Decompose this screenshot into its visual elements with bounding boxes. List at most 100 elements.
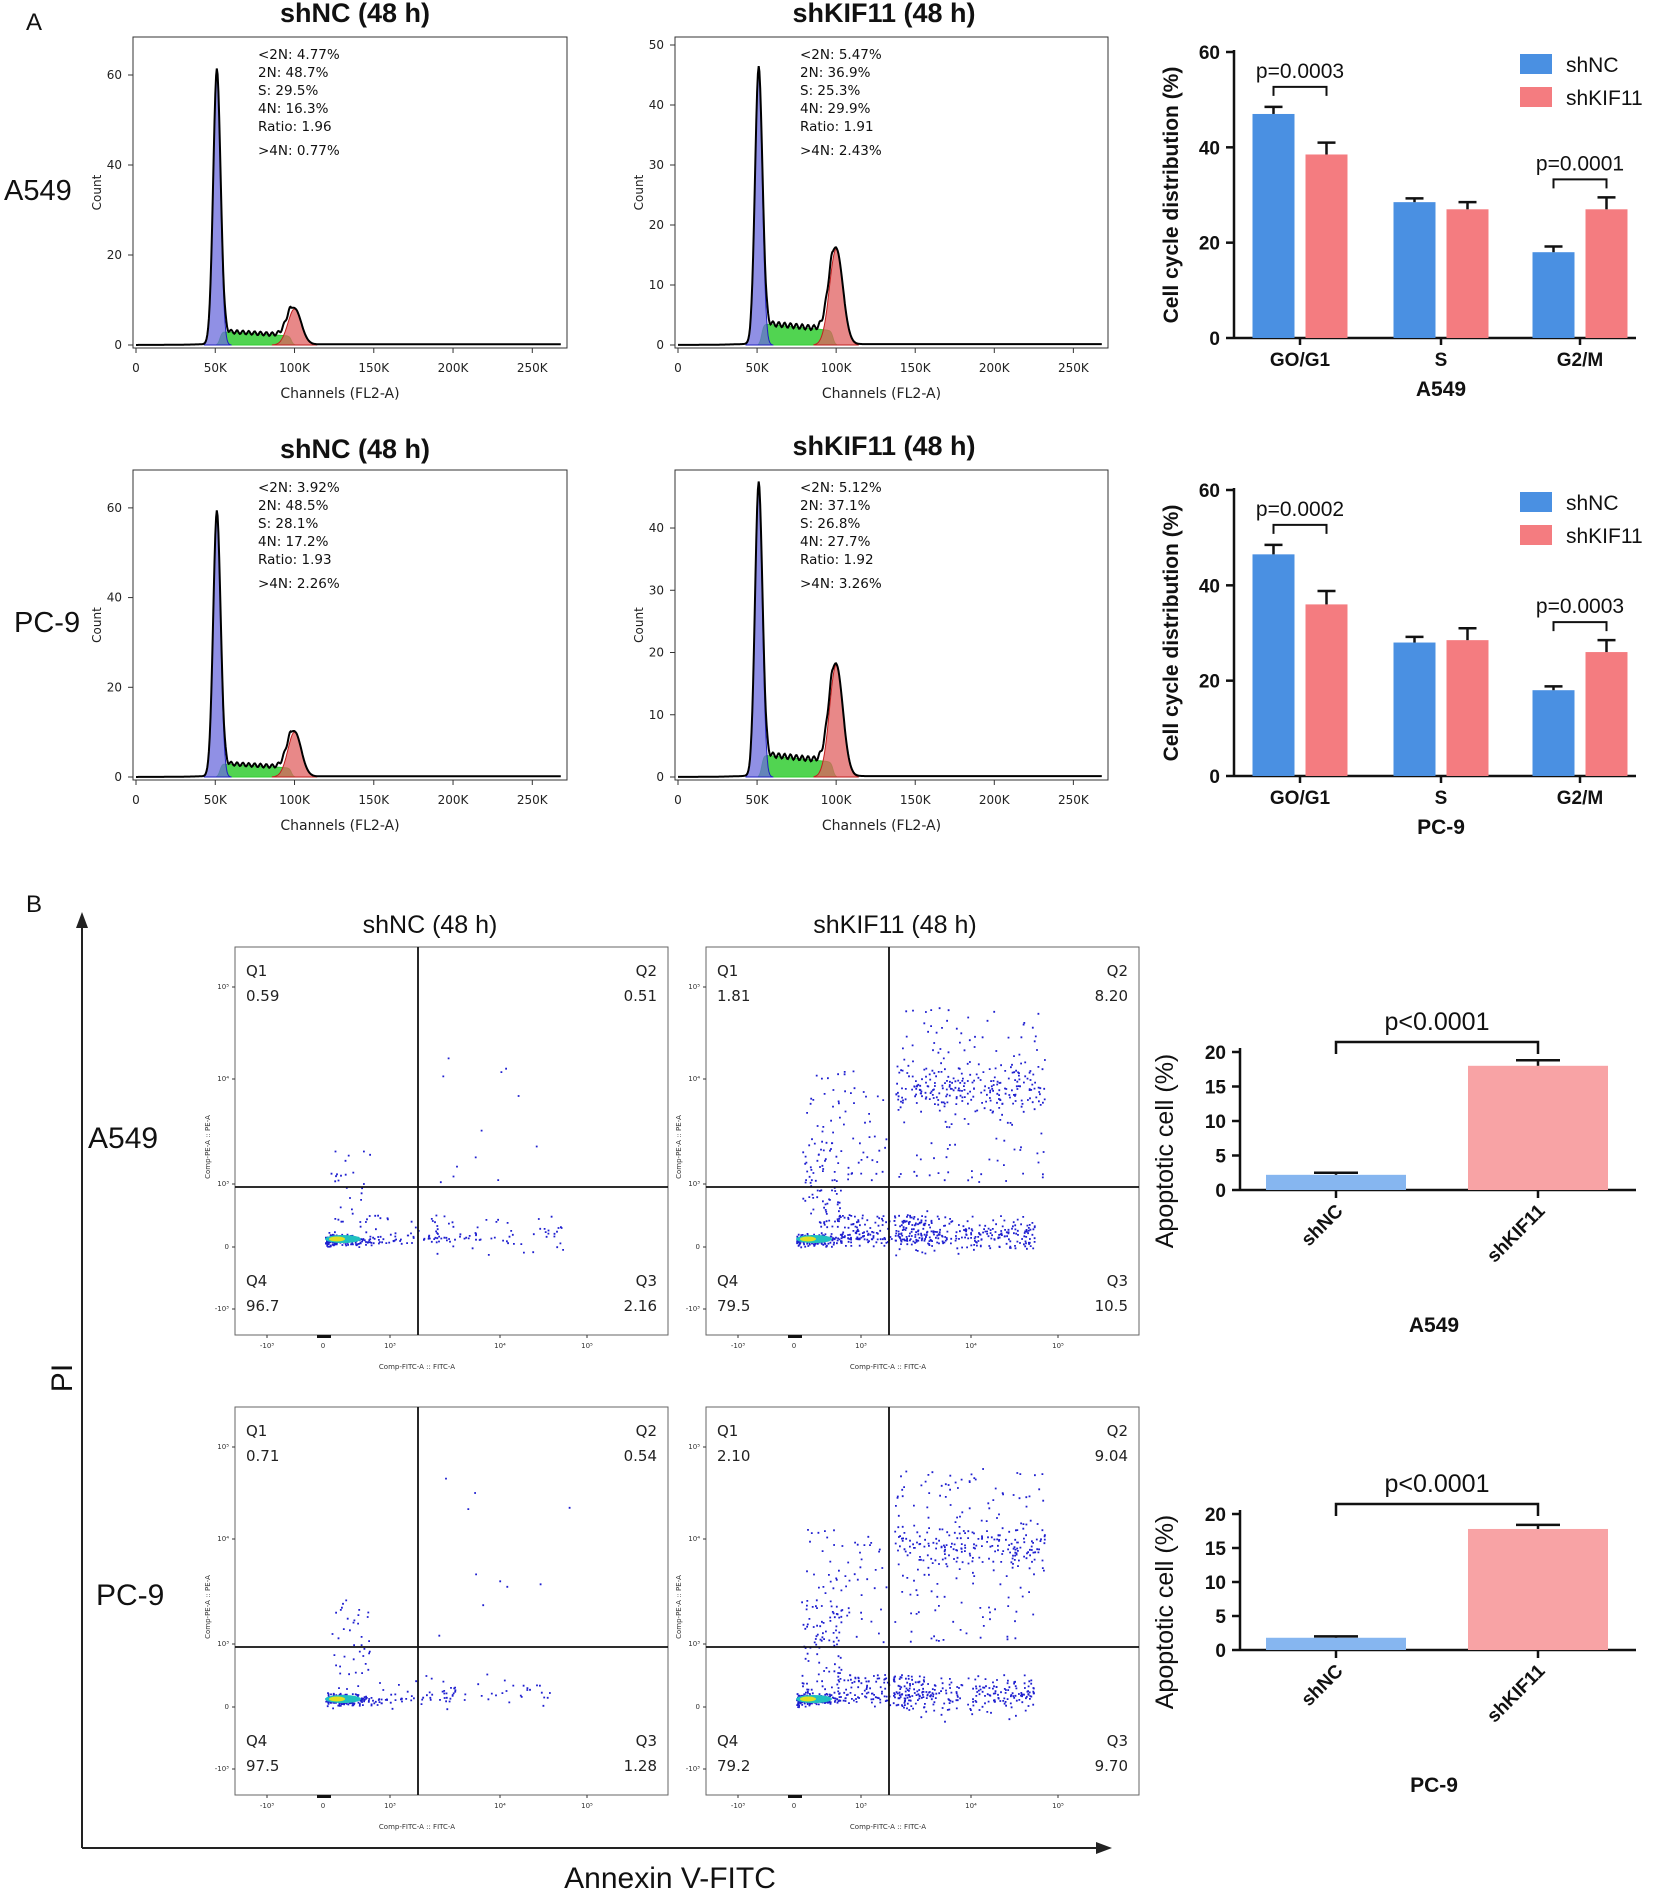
cell-cycle-bar-shKIF11	[1585, 209, 1628, 338]
cell-cycle-y-axis-label: Cell cycle distribution (%)	[1160, 505, 1183, 762]
apoptosis-x-axis-label: PC-9	[1410, 1774, 1458, 1797]
dotplot-q4-label: Q4	[717, 1732, 738, 1750]
cell-cycle-significance-bracket	[1272, 85, 1328, 96]
annexin-axis-arrowhead	[1096, 1842, 1112, 1854]
histogram-y-tick-label: 0	[656, 770, 664, 784]
histogram-x-tick-label: 150K	[900, 361, 932, 375]
histogram-stat-line: Ratio: 1.92	[800, 552, 874, 568]
apoptosis-y-tick-label: 15	[1205, 1539, 1227, 1560]
histogram-x-tick-label: 150K	[358, 361, 390, 375]
histogram-stat-line: <2N: 5.47%	[800, 47, 882, 63]
histogram-x-axis-label: Channels (FL2-A)	[280, 818, 399, 834]
dotplot-q3-label: Q3	[1107, 1272, 1128, 1290]
histogram-y-tick-label: 50	[649, 38, 664, 52]
histogram-y-axis-label: Count	[632, 607, 646, 643]
cell-cycle-y-tick-label: 40	[1199, 138, 1220, 159]
dotplot-x-tick-label: 10³	[855, 1802, 867, 1810]
histogram-stat-line: 4N: 16.3%	[258, 101, 329, 117]
dotplot-q1-value: 0.71	[246, 1447, 279, 1465]
dotplot-x-tick-label: 0	[792, 1342, 796, 1350]
cell-cycle-chart-a549: 0 20 40 60 GO/G1 S G2/M p=0.0003 p=0.0001 Cell cy…	[1160, 43, 1643, 401]
cell-cycle-significance-bracket	[1272, 523, 1328, 534]
hist-title-a549-shkif11: shKIF11 (48 h)	[792, 0, 975, 28]
cell-cycle-legend-label: shNC	[1566, 492, 1619, 515]
dotplot-q4-value: 96.7	[246, 1297, 279, 1315]
histogram-stat-line: S: 26.8%	[800, 516, 860, 532]
histogram-y-tick-label: 40	[649, 521, 664, 535]
histogram-a549-shkif11: 0 50K 100K 150K 200K 250K Channels (FL2-A) 0 10 2…	[632, 36, 1109, 402]
histogram-y-tick-label: 10	[649, 708, 664, 722]
cell-cycle-y-tick-label: 20	[1199, 672, 1220, 693]
cell-cycle-bar-shKIF11	[1305, 154, 1348, 338]
dotplot-frame	[234, 946, 669, 1336]
histogram-frame	[674, 469, 1109, 781]
dotplot-y-tick-label: 10³	[217, 1180, 229, 1188]
histogram-stat-line: <2N: 4.77%	[258, 47, 340, 63]
dotplot-q2-label: Q2	[1107, 1422, 1128, 1440]
panel-label-b: B	[26, 891, 42, 918]
dotplot-x-tick-label: 10⁵	[581, 1802, 593, 1810]
dotplot-x-tick-label: -10³	[731, 1802, 745, 1810]
dotplot-x-axis-label: Comp-FITC-A :: FITC-A	[379, 1823, 455, 1831]
dotplot-x-tick-label: 10⁴	[494, 1342, 506, 1350]
histogram-stat-line: 4N: 27.7%	[800, 534, 871, 550]
dotplot-a549-shkif11: Q1 1.81 Q2 8.20 Q4 79.5 Q3 10.5 10⁵ 10⁴ 10³ 0 -10³ -1…	[675, 946, 1140, 1371]
histogram-x-tick-label: 100K	[279, 793, 311, 807]
dotplot-y-tick-label: 10³	[688, 1640, 700, 1648]
histogram-data-line	[678, 65, 1102, 346]
cell-cycle-y-tick-label: 40	[1199, 576, 1220, 597]
histogram-y-tick-label: 40	[107, 591, 122, 605]
dotplot-y-tick-label: -10³	[215, 1305, 229, 1313]
cell-cycle-legend-label: shKIF11	[1566, 525, 1643, 548]
apoptosis-y-axis-label: Apoptotic cell (%)	[1151, 1054, 1179, 1249]
dotplot-y-tick-label: 10⁵	[217, 1443, 229, 1451]
dotplot-q2-label: Q2	[636, 962, 657, 980]
dotplot-x-tick-label: 0	[321, 1342, 325, 1350]
dotplot-density-peak	[800, 1236, 816, 1242]
cell-cycle-y-axis-label: Cell cycle distribution (%)	[1160, 67, 1183, 324]
apoptosis-y-tick-label: 20	[1205, 1043, 1226, 1064]
cell-cycle-legend-label: shKIF11	[1566, 87, 1643, 110]
histogram-x-axis-label: Channels (FL2-A)	[280, 386, 399, 402]
dotplot-x-axis-marker	[788, 1795, 802, 1798]
dotplot-q4-label: Q4	[246, 1732, 267, 1750]
histogram-x-tick-label: 150K	[358, 793, 390, 807]
apoptosis-y-tick-label: 10	[1205, 1573, 1226, 1594]
histogram-x-tick-label: 150K	[900, 793, 932, 807]
histogram-x-tick-label: 0	[132, 793, 140, 807]
histogram-x-tick-label: 250K	[1058, 793, 1090, 807]
dotplot-x-tick-label: -10³	[731, 1342, 745, 1350]
histogram-stat-line: 4N: 29.9%	[800, 101, 871, 117]
histogram-stat-line: Ratio: 1.96	[258, 119, 332, 135]
histogram-x-tick-label: 200K	[979, 793, 1011, 807]
apoptosis-y-tick-label: 0	[1215, 1181, 1226, 1202]
histogram-y-tick-label: 30	[649, 158, 664, 172]
cell-cycle-bar-shKIF11	[1585, 652, 1628, 776]
cell-cycle-x-tick-label: GO/G1	[1270, 788, 1331, 809]
dotplot-x-axis-label: Comp-FITC-A :: FITC-A	[379, 1363, 455, 1371]
panel-label-a: A	[26, 9, 42, 36]
cell-cycle-bar-shNC	[1532, 252, 1575, 338]
apoptosis-y-tick-label: 10	[1205, 1112, 1226, 1133]
histogram-stat-line: 2N: 48.7%	[258, 65, 329, 81]
histogram-data-line	[678, 481, 1102, 778]
histogram-a549-shnc: 0 50K 100K 150K 200K 250K Channels (FL2-A) 0 20 4…	[90, 36, 568, 402]
dotplot-x-tick-label: 0	[321, 1802, 325, 1810]
dotplot-x-tick-label: 10⁴	[965, 1342, 977, 1350]
histogram-y-tick-label: 40	[649, 98, 664, 112]
pi-axis-label: PI	[46, 1364, 79, 1392]
histogram-x-tick-label: 50K	[204, 793, 228, 807]
dotplot-q4-label: Q4	[717, 1272, 738, 1290]
histogram-y-tick-label: 0	[656, 338, 664, 352]
dotplot-q2-value: 8.20	[1095, 987, 1128, 1005]
dotplot-y-tick-label: 10⁴	[688, 1075, 700, 1083]
dotplot-q2-value: 0.51	[624, 987, 657, 1005]
cell-cycle-x-tick-label: GO/G1	[1270, 350, 1331, 371]
dotplot-q3-value: 2.16	[624, 1297, 657, 1315]
cell-cycle-y-tick-label: 0	[1209, 329, 1220, 350]
histogram-y-tick-label: 20	[107, 248, 122, 262]
dotplot-frame	[234, 1406, 669, 1796]
dotplot-y-axis-label: Comp-PE-A :: PE-A	[675, 1115, 683, 1179]
histogram-x-tick-label: 200K	[979, 361, 1011, 375]
histogram-x-tick-label: 50K	[746, 793, 770, 807]
